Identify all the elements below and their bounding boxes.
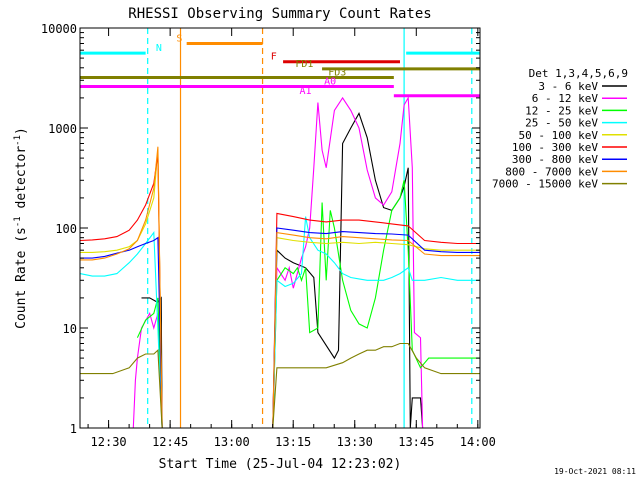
mode-label-f: F (271, 52, 277, 63)
mode-label-a0: A0 (324, 77, 336, 88)
series-line-5 (79, 153, 480, 429)
series-line-7 (80, 146, 480, 429)
y-tick-label-3: 1000 (48, 122, 77, 136)
mode-label-n: N (156, 43, 162, 54)
x-tick-label-3: 13:15 (275, 435, 311, 449)
mode-label-fd3: FD3 (328, 67, 346, 78)
y-axis-label: Count Rate (s-1 detector-1) (13, 127, 29, 329)
y-tick-label-4: 10000 (41, 22, 77, 36)
legend-label-2: 12 - 25 keV (525, 104, 598, 117)
x-tick-label-0: 12:30 (91, 435, 127, 449)
series-line-4 (80, 150, 480, 429)
legend-label-6: 300 - 800 keV (512, 153, 598, 166)
legend-label-5: 100 - 300 keV (512, 141, 598, 154)
mode-label-s: S (176, 33, 182, 44)
x-tick-label-2: 13:00 (214, 435, 250, 449)
x-tick-label-4: 13:30 (337, 435, 373, 449)
legend-label-7: 800 - 7000 keV (505, 165, 598, 178)
axis-ticks: 12:30 12:45 13:00 13:15 13:30 13:45 14:00 1 10 10… (41, 22, 496, 449)
series-line-1 (129, 96, 480, 429)
legend-label-4: 50 - 100 keV (519, 129, 599, 142)
series-line-3 (79, 216, 480, 429)
x-tick-label-1: 12:45 (152, 435, 188, 449)
legend-label-3: 25 - 50 keV (525, 117, 598, 130)
y-tick-label-1: 10 (63, 322, 77, 336)
x-axis-label: Start Time (25-Jul-04 12:23:02) (159, 457, 402, 472)
x-tick-label-6: 14:00 (460, 435, 496, 449)
mode-label-fd1: FD1 (295, 59, 313, 70)
mode-label-a1: A1 (299, 86, 311, 97)
footer-timestamp: 19-Oct-2021 08:11 (554, 467, 636, 476)
legend-label-1: 6 - 12 keV (532, 92, 599, 105)
series-line-8 (80, 342, 480, 429)
legend-title: Det 1,3,4,5,6,9 (529, 67, 628, 80)
x-tick-label-5: 13:45 (398, 435, 434, 449)
y-tick-label-2: 100 (55, 222, 77, 236)
legend-label-0: 3 - 6 keV (538, 80, 598, 93)
series-line-6 (80, 227, 480, 429)
y-tick-label-0: 1 (70, 422, 77, 436)
legend-label-8: 7000 - 15000 keV (492, 178, 598, 191)
chart-title: RHESSI Observing Summary Count Rates (128, 6, 431, 22)
